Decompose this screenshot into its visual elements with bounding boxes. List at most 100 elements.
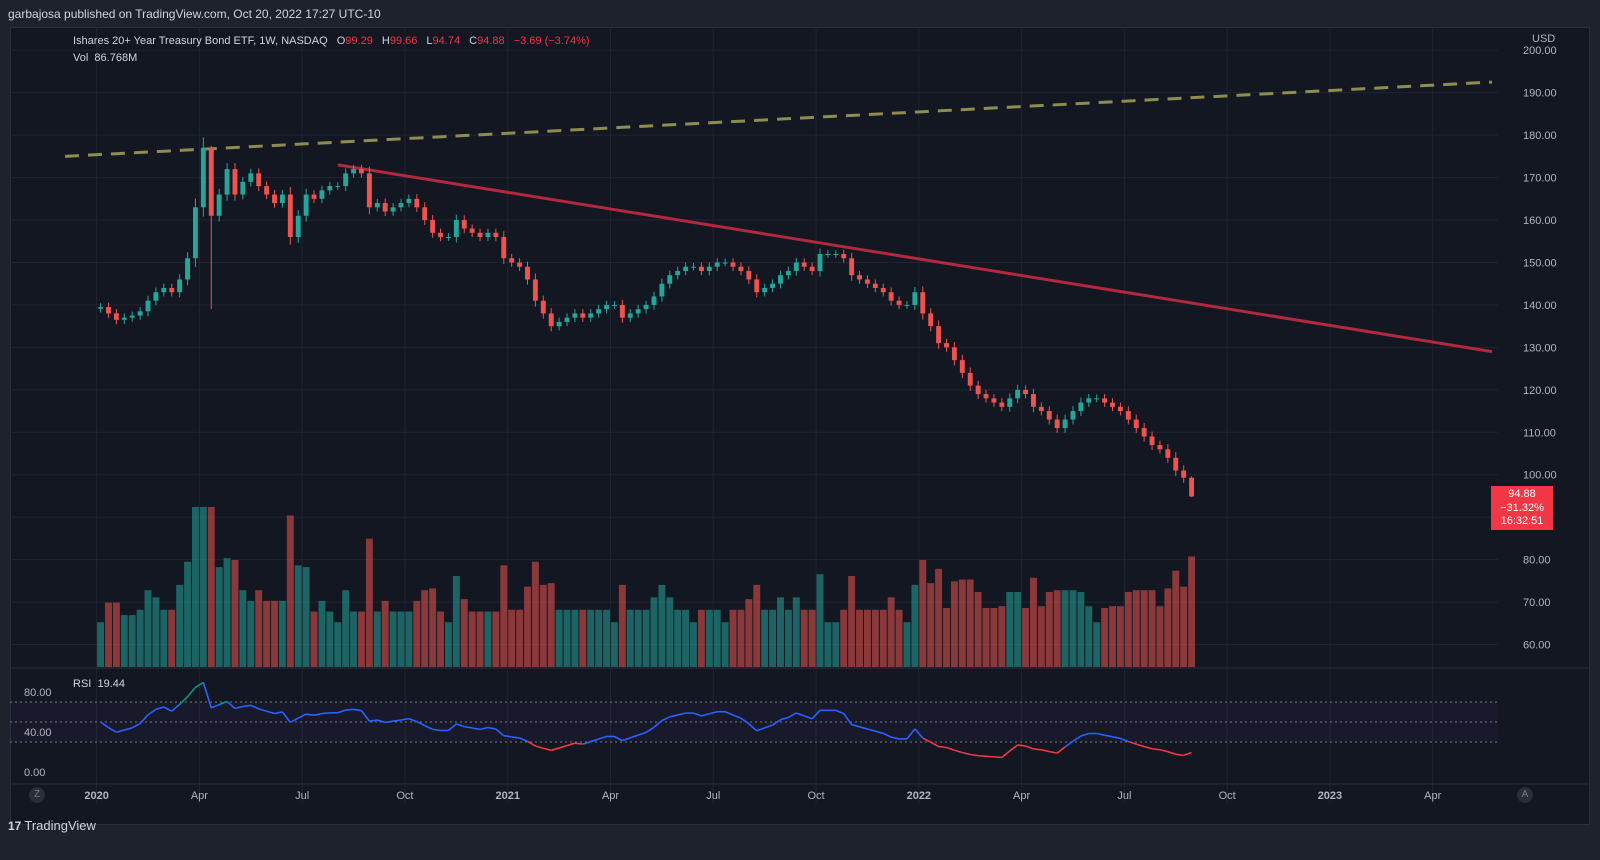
time-tick-label: Jul xyxy=(295,790,309,802)
candle-body xyxy=(1117,406,1123,412)
candles xyxy=(98,137,1195,498)
volume-bar xyxy=(271,600,278,667)
volume-bar xyxy=(935,568,943,667)
volume-bar xyxy=(1140,590,1148,667)
candle-body xyxy=(335,186,341,188)
candle-body xyxy=(453,220,459,238)
price-chart[interactable]: 200.00 190.00 180.00 170.00 160.00 150.00 140.… xyxy=(10,27,1590,825)
volume-bar xyxy=(650,597,658,667)
rsi-line-segment xyxy=(796,712,805,717)
volume-bar xyxy=(800,609,808,667)
rsi-line-segment xyxy=(985,755,994,758)
rsi-line-segment xyxy=(369,719,378,722)
candle-body xyxy=(1094,398,1100,400)
rsi-line-segment xyxy=(400,717,410,721)
rsi-line-segment xyxy=(1033,748,1042,751)
candle-body xyxy=(469,228,475,233)
volume-bar xyxy=(310,611,318,667)
rsi-legend[interactable]: RSI 19.44 xyxy=(73,678,125,690)
rsi-value: 19.44 xyxy=(97,678,125,690)
volume-bar xyxy=(365,538,373,667)
candle-body xyxy=(445,237,451,239)
candle-body xyxy=(414,198,420,208)
candle-body xyxy=(975,385,981,395)
time-tick-label: 2021 xyxy=(495,790,519,802)
volume-bar xyxy=(105,602,112,667)
volume-bar xyxy=(231,559,239,667)
volume-bar xyxy=(603,609,611,667)
candle-body xyxy=(185,258,190,280)
volume-bar xyxy=(1101,607,1109,667)
chart-frame[interactable] xyxy=(10,27,1590,825)
rsi-line-segment xyxy=(234,705,244,710)
volume-bar xyxy=(713,609,721,667)
symbol-legend[interactable]: Ishares 20+ Year Treasury Bond ETF, 1W, … xyxy=(73,35,590,47)
volume-legend[interactable]: Vol 86.768M xyxy=(73,52,137,64)
candle-body xyxy=(793,262,799,271)
footer-brand[interactable]: 17 TradingView xyxy=(8,818,96,833)
volume-bar xyxy=(263,600,271,667)
volume-bar xyxy=(753,584,761,667)
rsi-line-segment xyxy=(139,714,149,725)
rsi-band-fill xyxy=(10,702,1498,742)
rsi-line-segment xyxy=(970,753,979,757)
candle-body xyxy=(659,283,665,297)
rsi-line-segment xyxy=(978,754,987,758)
auto-scale-button[interactable]: A xyxy=(1517,787,1533,803)
volume-bar xyxy=(1022,607,1030,667)
candle-body xyxy=(801,262,807,267)
rsi-line-segment xyxy=(890,736,900,740)
price-tick-label: 70.00 xyxy=(1523,597,1551,609)
rsi-line-segment xyxy=(748,723,758,732)
zoom-button[interactable]: Z xyxy=(29,787,45,803)
rsi-line-segment xyxy=(543,747,552,752)
candle-body xyxy=(857,275,862,280)
rsi-line-segment xyxy=(582,740,591,745)
candle-body xyxy=(675,270,681,276)
candle-body xyxy=(1023,389,1029,395)
rsi-line-segment xyxy=(195,681,204,689)
change-value: −3.69 (−3.74%) xyxy=(513,35,590,47)
rsi-line-segment xyxy=(1167,750,1177,755)
price-tick-label: 170.00 xyxy=(1523,173,1557,185)
candle-body xyxy=(398,203,404,208)
candle-body xyxy=(580,313,586,318)
volume-bar xyxy=(1148,590,1156,667)
rsi-line-segment xyxy=(1096,732,1105,736)
volume-bar xyxy=(555,609,563,667)
time-tick-label: Jul xyxy=(706,790,720,802)
volume-bar xyxy=(792,597,800,667)
candle-body xyxy=(169,287,175,293)
volume-bar xyxy=(128,615,136,667)
price-tick-label: 80.00 xyxy=(1523,555,1551,567)
volume-bar xyxy=(848,575,856,667)
volume-bar xyxy=(199,507,207,667)
rsi-line-segment xyxy=(337,709,346,714)
candle-body xyxy=(738,266,744,271)
volume-bar xyxy=(1053,590,1061,667)
candle-body xyxy=(564,317,570,322)
volume-bar xyxy=(1116,606,1124,667)
candle-body xyxy=(1046,411,1052,420)
rsi-line-segment xyxy=(661,716,671,722)
candle-body xyxy=(635,309,641,314)
volume-bar xyxy=(666,597,674,667)
rsi-line-segment xyxy=(258,708,267,712)
candle-body xyxy=(770,283,776,288)
high-label: H xyxy=(381,35,390,47)
last-price-tag: 94.88 −31.32% 16:32:51 xyxy=(1491,486,1553,530)
candle-body xyxy=(1189,477,1195,497)
volume-bar xyxy=(184,561,191,667)
open-label: O xyxy=(336,35,346,47)
volume-bar xyxy=(294,565,302,667)
candle-body xyxy=(746,270,752,280)
volume-bar xyxy=(136,609,144,667)
low-value: 94.74 xyxy=(432,35,461,47)
volume-bar xyxy=(1124,591,1132,667)
rsi-line-segment xyxy=(250,704,260,710)
candle-body xyxy=(113,313,119,320)
candle-body xyxy=(912,292,918,305)
volume-bar xyxy=(745,599,753,667)
rsi-line-segment xyxy=(938,745,947,749)
candle-body xyxy=(825,253,831,255)
